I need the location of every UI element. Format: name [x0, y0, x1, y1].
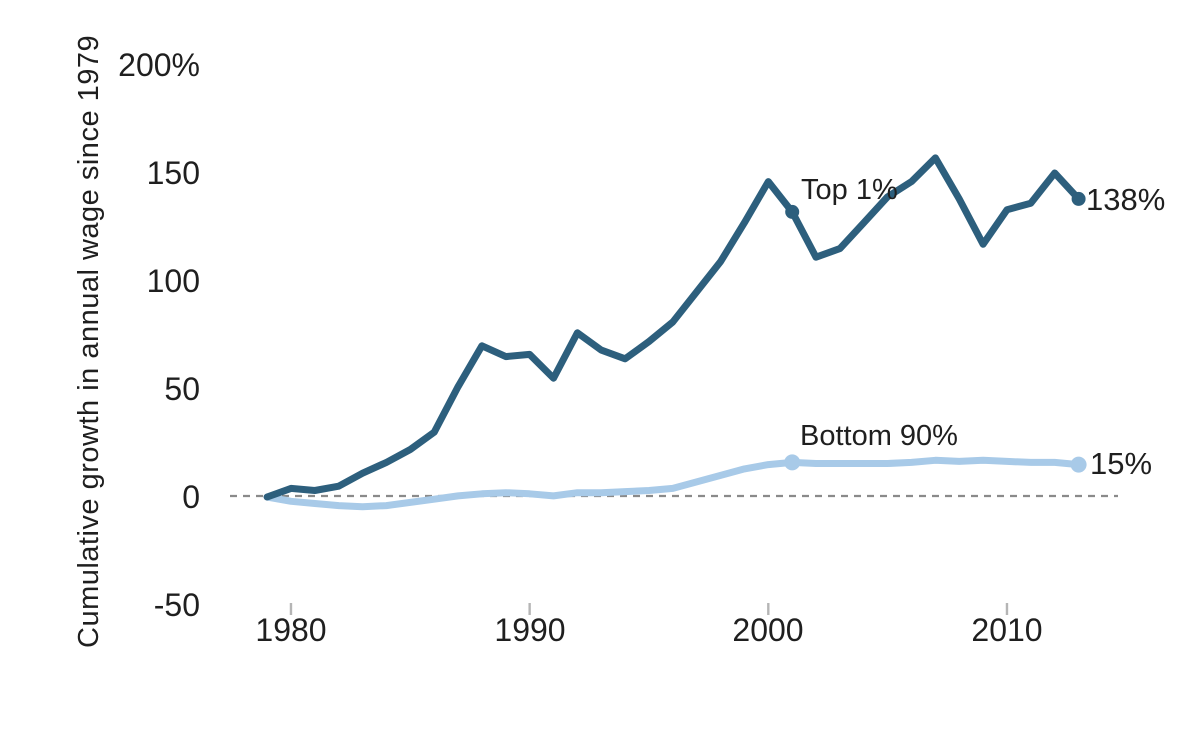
x-tick-label-1980: 1980 — [255, 612, 327, 648]
y-axis-title: Cumulative growth in annual wage since 1… — [73, 34, 105, 648]
y-tick-label-50: 50 — [164, 371, 200, 407]
y-tick-label-neg50: -50 — [153, 587, 200, 623]
x-tick-label-2000: 2000 — [732, 612, 804, 648]
y-tick-label-200: 200% — [118, 47, 200, 83]
end-value-label-top-1-percent: 138% — [1086, 182, 1166, 217]
y-tick-label-150: 150 — [146, 155, 200, 191]
y-tick-label-100: 100 — [146, 263, 200, 299]
series-label-top-1-percent: Top 1% — [801, 174, 898, 206]
marker-dot-top-1--2013 — [1071, 191, 1086, 206]
marker-dot-top-1--2001 — [785, 204, 800, 219]
y-tick-label-0: 0 — [182, 479, 200, 515]
series-line-top-1- — [263, 154, 1083, 501]
series-line-bottom-90- — [263, 456, 1083, 511]
series-label-bottom-90-percent: Bottom 90% — [800, 420, 958, 452]
x-tick-label-1990: 1990 — [494, 612, 566, 648]
x-tick-label-2010: 2010 — [971, 612, 1043, 648]
end-value-label-bottom-90-percent: 15% — [1090, 446, 1153, 481]
marker-dot-bottom-90--2001 — [784, 454, 801, 471]
marker-dot-bottom-90--2013 — [1070, 456, 1087, 473]
